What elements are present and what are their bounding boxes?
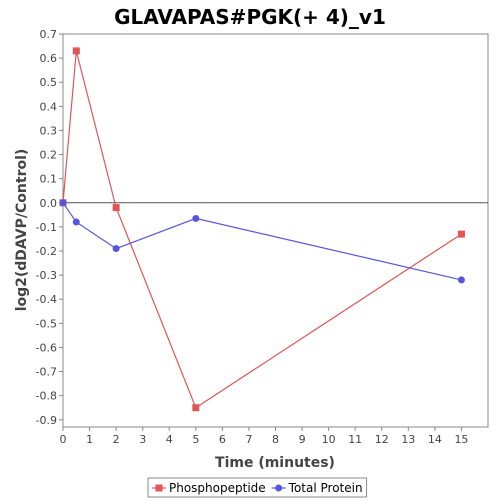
x-tick-label: 7: [245, 433, 252, 446]
y-axis-label: log2(dDAVP/Control): [14, 149, 30, 312]
legend-box: [147, 477, 368, 498]
plot-area: [62, 33, 489, 428]
x-tick-label: 11: [348, 433, 362, 446]
data-point: [72, 47, 80, 55]
y-tick-label: 0.4: [40, 100, 58, 113]
x-tick-label: 9: [299, 433, 306, 446]
data-point: [112, 204, 120, 212]
legend-label-0: Phosphopeptide: [169, 481, 266, 495]
y-tick-label: -0.2: [36, 245, 57, 258]
x-tick-label: 8: [272, 433, 279, 446]
y-axis: 0.7 0.6 0.5 0.4 0.3 0.2 0.1 0.0 -0.1 -0.2 -0.3 -0.4…: [36, 28, 63, 427]
x-axis: 0 1 2 3 4 5 6 7 8 9 10 11 12 13 14 15: [60, 427, 468, 446]
data-point: [192, 214, 200, 222]
legend-label-1: Total Protein: [288, 481, 363, 495]
y-tick-label: -0.4: [36, 293, 57, 306]
x-tick-label: 1: [86, 433, 93, 446]
x-tick-label: 13: [401, 433, 415, 446]
y-tick-label: 0.5: [40, 76, 58, 89]
y-tick-label: -0.7: [36, 366, 57, 379]
y-tick-label: 0.6: [40, 52, 58, 65]
y-tick-label: 0.1: [40, 173, 58, 186]
data-point: [112, 245, 120, 253]
y-tick-label: 0.3: [40, 124, 58, 137]
legend: Phosphopeptide Total Protein: [147, 477, 368, 498]
y-tick-label: -0.6: [36, 341, 57, 354]
x-tick-label: 4: [166, 433, 173, 446]
y-tick-label: 0.0: [40, 197, 58, 210]
y-tick-label: 0.2: [40, 149, 58, 162]
data-point: [457, 276, 465, 284]
x-tick-label: 6: [219, 433, 226, 446]
x-tick-label: 0: [60, 433, 67, 446]
chart-title: GLAVAPAS#PGK(+ 4)_v1: [114, 5, 386, 29]
legend-marker: [275, 484, 283, 492]
y-tick-label: -0.8: [36, 390, 57, 403]
x-tick-label: 10: [322, 433, 336, 446]
data-point: [457, 230, 465, 238]
x-tick-label: 5: [192, 433, 199, 446]
legend-marker: [155, 484, 163, 492]
y-tick-label: -0.1: [36, 221, 57, 234]
x-tick-label: 14: [428, 433, 442, 446]
y-tick-label: -0.9: [36, 414, 57, 427]
series-layer: [59, 47, 465, 412]
y-tick-label: 0.7: [40, 28, 58, 41]
y-tick-label: -0.3: [36, 269, 57, 282]
x-tick-label: 15: [454, 433, 468, 446]
data-point: [59, 199, 67, 207]
data-point: [72, 218, 80, 226]
x-tick-label: 2: [113, 433, 120, 446]
x-axis-label: Time (minutes): [215, 455, 335, 471]
x-tick-label: 12: [375, 433, 389, 446]
y-tick-label: -0.5: [36, 317, 57, 330]
x-tick-label: 3: [139, 433, 146, 446]
data-point: [192, 404, 200, 412]
